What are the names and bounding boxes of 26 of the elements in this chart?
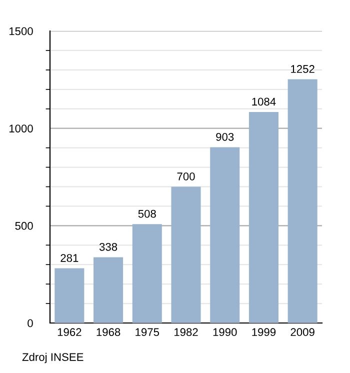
data-label: 1252 (291, 65, 314, 73)
x-tick-label: 1962 (58, 328, 82, 336)
data-label: 281 (60, 254, 78, 262)
x-tick-label: 1999 (252, 328, 276, 336)
data-label: 1084 (252, 98, 276, 106)
bar (288, 79, 318, 323)
bar (132, 224, 162, 323)
bar (94, 257, 124, 323)
data-label: 338 (99, 242, 118, 251)
bar (210, 147, 240, 323)
y-tick-label: 1000 (9, 124, 33, 132)
x-tick-label: 1975 (136, 328, 160, 336)
bar (248, 112, 278, 323)
x-tick-label: 2009 (290, 328, 314, 336)
y-tick-label: 500 (15, 222, 33, 230)
bar (171, 186, 201, 323)
x-tick-label: 1982 (174, 328, 198, 336)
text: Zdroj INSEE (22, 352, 84, 364)
data-label: 903 (216, 132, 234, 141)
y-tick-label: 0 (28, 319, 33, 328)
x-tick-label: 1968 (96, 328, 120, 336)
x-tick-label: 1990 (213, 328, 237, 336)
bar (54, 268, 84, 323)
data-label: 700 (177, 172, 195, 180)
data-label: 508 (138, 210, 156, 218)
y-tick-label: 1500 (9, 27, 33, 36)
